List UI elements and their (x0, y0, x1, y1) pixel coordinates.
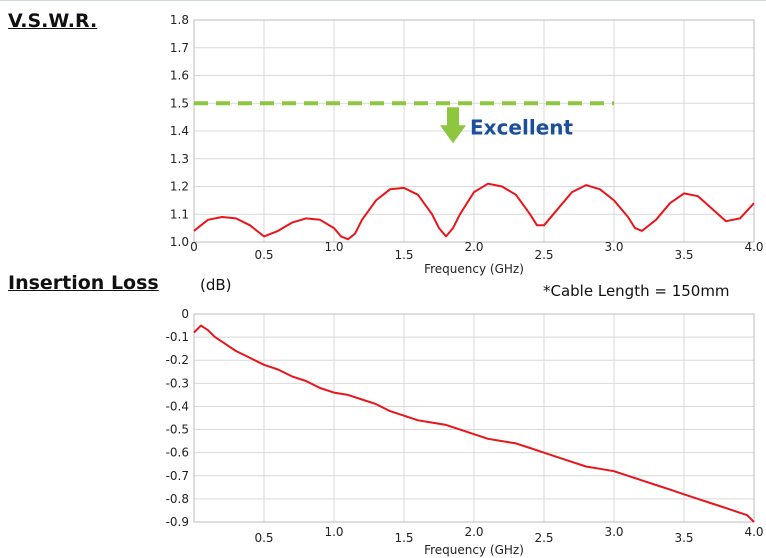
x-axis-label: Frequency (GHz) (424, 262, 524, 276)
x-tick-label: 0 (190, 240, 198, 254)
y-tick-label: 1.6 (170, 69, 189, 83)
y-tick-label: -0.4 (166, 399, 189, 413)
plot-frame (193, 313, 755, 523)
x-tick-label: 2.0 (464, 525, 483, 539)
x-tick-label: 4.0 (744, 525, 763, 539)
insertion-loss-title: Insertion Loss (8, 272, 159, 294)
x-tick-label: 3.5 (674, 531, 693, 545)
x-tick-label: 1.5 (394, 248, 413, 262)
down-arrow-icon (440, 107, 466, 144)
y-tick-label: -0.7 (166, 469, 189, 483)
y-tick-label: -0.2 (166, 353, 189, 367)
series-line (193, 182, 755, 241)
x-tick-label: 3.0 (604, 240, 623, 254)
y-tick-label: -0.9 (166, 515, 189, 529)
x-axis-label: Frequency (GHz) (424, 543, 524, 557)
y-tick-label: 1.3 (170, 152, 189, 166)
x-tick-label: 0.5 (254, 531, 273, 545)
x-tick-label: 2.5 (534, 531, 553, 545)
y-tick-label: -0.6 (166, 446, 189, 460)
vswr-title: V.S.W.R. (8, 10, 98, 32)
y-tick-label: 1.5 (170, 96, 189, 110)
y-tick-label: -0.1 (166, 330, 189, 344)
y-tick-label: 0 (181, 307, 189, 321)
x-tick-label: 3.0 (604, 525, 623, 539)
y-tick-label: -0.8 (166, 492, 189, 506)
plot-frame (193, 19, 755, 243)
series-line (193, 324, 755, 523)
excellent-label: Excellent (470, 115, 573, 139)
x-tick-label: 3.5 (674, 248, 693, 262)
y-tick-label: 1.2 (170, 180, 189, 194)
x-tick-label: 2.0 (464, 240, 483, 254)
y-tick-label: 1.7 (170, 41, 189, 55)
x-tick-label: 2.5 (534, 248, 553, 262)
y-tick-label: 1.4 (170, 124, 189, 138)
x-tick-label: 1.0 (324, 525, 343, 539)
x-tick-label: 0.5 (254, 248, 273, 262)
x-tick-label: 1.0 (324, 240, 343, 254)
y-tick-label: 1.0 (170, 235, 189, 249)
insertion-loss-unit: (dB) (200, 276, 232, 294)
cable-length-note: *Cable Length = 150mm (543, 282, 730, 300)
x-tick-label: 4.0 (744, 240, 763, 254)
y-tick-label: 1.8 (170, 13, 189, 27)
x-tick-label: 1.5 (394, 531, 413, 545)
y-tick-label: 1.1 (170, 207, 189, 221)
top-rule (0, 0, 766, 1)
y-tick-label: -0.5 (166, 423, 189, 437)
y-tick-label: -0.3 (166, 376, 189, 390)
